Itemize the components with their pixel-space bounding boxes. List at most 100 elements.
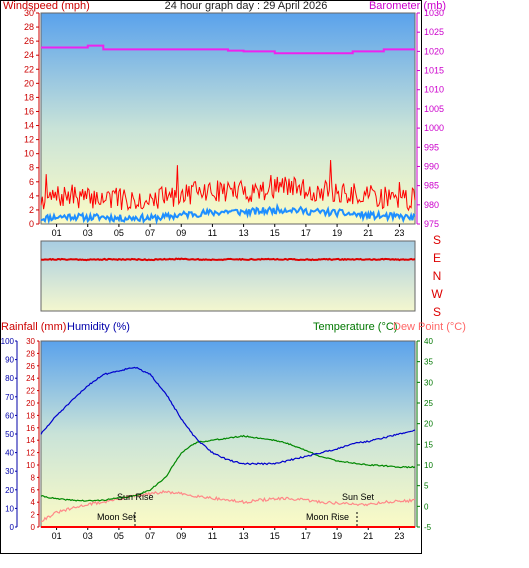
direction-label: N: [433, 269, 442, 283]
moon-set-label: Moon Set: [97, 512, 136, 522]
barometer-tick-label: 1005: [424, 104, 444, 114]
rainfall-tick-label: 24: [26, 374, 35, 383]
barometer-tick-label: 1030: [424, 8, 444, 18]
rainfall-tick-label: 16: [26, 424, 35, 433]
direction-label: S: [433, 233, 441, 247]
hour-tick-label: 11: [208, 531, 217, 541]
windspeed-tick-label: 0: [29, 219, 34, 229]
hour-tick-label: 13: [239, 531, 249, 541]
humidity-tick-label: 40: [5, 449, 14, 458]
rainfall-tick-label: 10: [26, 461, 35, 470]
barometer-tick-label: 1025: [424, 27, 444, 37]
rainfall-tick-label: 22: [26, 387, 35, 396]
humidity-line: [40, 366, 416, 466]
humidity-tick-label: 100: [1, 337, 15, 346]
temperature-tick-label: 25: [424, 399, 433, 408]
rainfall-tick-label: 20: [26, 399, 35, 408]
temperature-tick-label: 20: [424, 420, 433, 429]
hour-tick-label: 13: [239, 228, 249, 238]
humidity-tick-label: 20: [5, 486, 14, 495]
windspeed-tick-label: 10: [24, 149, 34, 159]
rainfall-tick-label: 6: [31, 486, 36, 495]
windspeed-tick-label: 22: [24, 64, 34, 74]
wind-direction-line: [40, 257, 416, 262]
rainfall-tick-label: 26: [26, 362, 35, 371]
hour-tick-label: 07: [145, 531, 155, 541]
rainfall-axis-title: Rainfall (mm): [1, 321, 66, 333]
hour-tick-label: 17: [301, 228, 311, 238]
barometer-tick-label: 1000: [424, 123, 444, 133]
temperature-tick-label: 0: [424, 502, 429, 511]
hour-tick-label: 01: [52, 531, 62, 541]
temperature-tick-label: 40: [424, 337, 433, 346]
barometer-axis-ticks: 1030 1025 1020 1015 1010 1005 1000 995 990 985 980…: [417, 8, 444, 229]
barometer-tick-label: 1020: [424, 46, 444, 56]
hour-tick-label: 23: [394, 531, 404, 541]
humidity-tick-label: 50: [5, 430, 14, 439]
temperature-tick-label: 30: [424, 378, 433, 387]
humidity-tick-label: 80: [5, 374, 14, 383]
outer-border: [0, 0, 422, 554]
rainfall-tick-label: 30: [26, 337, 35, 346]
hour-tick-label: 21: [363, 228, 373, 238]
barometer-axis-title: Barometer (mb): [369, 0, 446, 12]
humidity-tick-label: 90: [5, 356, 14, 365]
temperature-line: [40, 434, 416, 502]
bottom-hour-ticks: 01 03 05 07 09 11 13 15 17 19 21 23: [52, 527, 404, 541]
rainfall-tick-label: 28: [26, 349, 35, 358]
humidity-tick-label: 30: [5, 467, 14, 476]
hour-tick-label: 17: [301, 531, 311, 541]
windspeed-tick-label: 16: [24, 106, 34, 116]
humidity-axis-title: Humidity (%): [67, 321, 130, 333]
wind-direction-plot-area: [40, 240, 416, 312]
wind-direction-series: [40, 257, 416, 262]
hour-tick-label: 05: [114, 228, 124, 238]
hour-tick-label: 19: [332, 228, 342, 238]
windspeed-tick-label: 18: [24, 92, 34, 102]
windspeed-tick-label: 30: [24, 8, 34, 18]
temperature-axis-title: Temperature (°C): [313, 321, 397, 333]
windspeed-tick-label: 26: [24, 36, 34, 46]
moon-rise-label: Moon Rise: [306, 512, 349, 522]
direction-label: E: [433, 251, 441, 265]
hour-tick-label: 09: [176, 228, 186, 238]
hour-tick-label: 05: [114, 531, 124, 541]
windspeed-tick-label: 12: [24, 135, 34, 145]
windspeed-tick-label: 8: [29, 163, 34, 173]
hour-tick-label: 19: [332, 531, 342, 541]
rainfall-tick-label: 18: [26, 411, 35, 420]
hour-tick-label: 09: [176, 531, 186, 541]
direction-label: S: [433, 305, 441, 319]
wind-gust-line: [40, 159, 416, 212]
rainfall-tick-label: 12: [26, 449, 35, 458]
barometer-tick-label: 975: [424, 219, 439, 229]
barometer-tick-label: 1015: [424, 66, 444, 76]
rainfall-tick-label: 14: [26, 436, 35, 445]
rainfall-tick-label: 0: [31, 523, 36, 532]
barometer-tick-label: 995: [424, 142, 439, 152]
hour-tick-label: 11: [208, 228, 217, 238]
temperature-tick-label: 10: [424, 461, 433, 470]
hour-tick-label: 15: [270, 531, 280, 541]
hour-tick-label: 07: [145, 228, 155, 238]
temperature-tick-label: 5: [424, 482, 429, 491]
sun-rise-label: Sun Rise: [117, 492, 154, 502]
rainfall-tick-label: 8: [31, 473, 36, 482]
bottom-plot-area: [40, 340, 416, 528]
direction-label: W: [431, 287, 443, 301]
windspeed-tick-label: 14: [24, 121, 34, 131]
temperature-axis-ticks: 40 35 30 25 20 15 10 5 0 -5: [417, 337, 433, 532]
wind-average-line: [40, 202, 416, 226]
windspeed-tick-label: 20: [24, 78, 34, 88]
rainfall-tick-label: 4: [31, 498, 36, 507]
windspeed-tick-label: 24: [24, 50, 34, 60]
hour-tick-label: 03: [83, 531, 93, 541]
windspeed-tick-label: 4: [29, 191, 34, 201]
temperature-tick-label: -5: [424, 523, 432, 532]
temperature-tick-label: 15: [424, 440, 433, 449]
